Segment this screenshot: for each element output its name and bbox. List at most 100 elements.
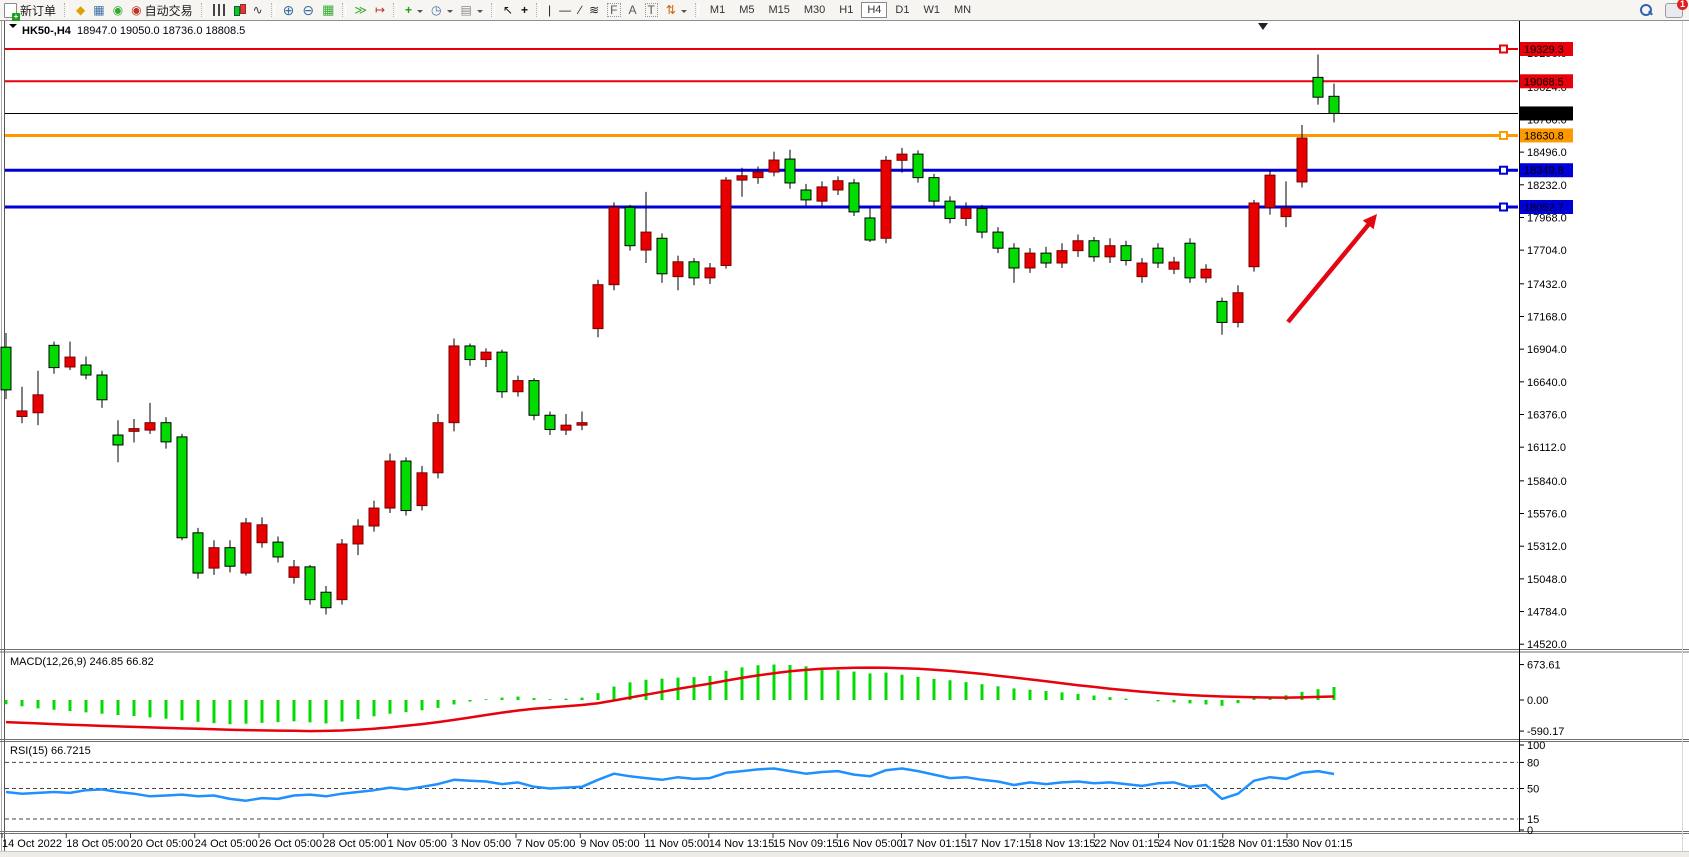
timeframe-M1[interactable]: M1 (709, 4, 726, 16)
text-label-icon: T (644, 3, 658, 17)
price-badge-text: 18349.8 (1524, 165, 1564, 177)
time-tick-label: 24 Oct 05:00 (195, 838, 258, 850)
zoom-in-button[interactable]: ⊕ (280, 1, 298, 19)
candle (464, 345, 476, 361)
level-marker-18052.7[interactable] (1499, 202, 1508, 212)
macd-axis-label: 0.00 (1527, 695, 1548, 707)
metaeditor-button[interactable]: ◆ (73, 1, 88, 19)
templates-button[interactable]: ▤ (458, 1, 486, 19)
data-window-button[interactable]: ▦ (90, 1, 107, 19)
notification-badge: 1 (1677, 0, 1688, 10)
line-chart-button[interactable]: ∿ (250, 1, 266, 19)
timeframe-H1[interactable]: H1 (839, 4, 854, 16)
cursor-button[interactable]: ↖ (500, 1, 516, 19)
price-tick-label: 17968.0 (1527, 212, 1567, 224)
timeframe-H4[interactable]: H4 (861, 2, 888, 18)
time-tick-label: 7 Nov 05:00 (516, 838, 575, 850)
level-marker-18630.8[interactable] (1499, 130, 1508, 140)
time-tick-label: 16 Nov 05:00 (837, 838, 902, 850)
candlestick-chart-button[interactable] (230, 1, 248, 19)
timeframe-W1[interactable]: W1 (923, 4, 940, 16)
price-axis[interactable]: 19296.019024.018760.018496.018232.017968… (1519, 48, 1567, 651)
trend-arrow-annotation[interactable] (1286, 214, 1377, 324)
trendline-button[interactable]: ∕ (576, 1, 584, 19)
horizontal-line-button[interactable]: — (556, 1, 574, 19)
autotrading-button[interactable]: ◉ 自动交易 (128, 1, 196, 19)
timeframe-M15[interactable]: M15 (768, 4, 790, 16)
level-marker-19329.3[interactable] (1499, 44, 1508, 54)
time-tick-label: 18 Oct 05:00 (66, 838, 129, 850)
candle (944, 200, 956, 219)
equidistant-channel-button[interactable]: ≋ (586, 1, 602, 19)
template-icon: ▤ (460, 3, 472, 17)
sounds-button[interactable]: ◉ (110, 1, 126, 19)
new-order-label: 新订单 (20, 3, 57, 18)
candle (1200, 268, 1212, 279)
bar-chart-button[interactable] (210, 1, 228, 19)
time-tick-label: 28 Nov 01:15 (1223, 838, 1288, 850)
time-tick-label: 1 Nov 05:00 (388, 838, 447, 850)
timeframe-group: M1 M5 M15 M30 H1 H4 D1 W1 MN (703, 2, 978, 18)
chart-shift-icon: ↦ (374, 3, 386, 17)
timeframe-M5[interactable]: M5 (739, 4, 755, 16)
search-button[interactable] (1636, 1, 1656, 19)
auto-scroll-button[interactable]: ≫ (351, 1, 370, 19)
time-tick-label: 20 Oct 05:00 (131, 838, 194, 850)
text-label-button[interactable]: T (642, 1, 661, 19)
candle (592, 284, 604, 330)
candle (1056, 250, 1068, 264)
new-order-button[interactable]: + 新订单 (1, 1, 59, 21)
toolbar-separator (535, 3, 540, 17)
level-marker-18349.8[interactable] (1499, 165, 1508, 175)
candle (1168, 261, 1180, 270)
timeframe-D1[interactable]: D1 (895, 4, 910, 16)
candle (1296, 137, 1308, 183)
candle (480, 351, 492, 361)
candle (336, 543, 348, 601)
one-click-trading-toggle[interactable] (9, 24, 17, 32)
candle (240, 522, 252, 574)
timeframe-M30[interactable]: M30 (803, 4, 826, 16)
tile-windows-button[interactable]: ▦ (319, 1, 337, 19)
periods-button[interactable]: ◷ (428, 1, 455, 19)
auto-scroll-icon: ≫ (354, 3, 367, 17)
rsi-current-value: 66.7215 (50, 745, 91, 757)
macd-histogram (4, 664, 1336, 725)
candle (880, 159, 892, 239)
vertical-line-button[interactable]: | (545, 1, 554, 19)
time-axis[interactable]: 14 Oct 2022 18 Oct 05:00 20 Oct 05:00 24 Oc… (1, 833, 1352, 850)
chart-shift-marker-icon[interactable] (1258, 23, 1268, 30)
candle (320, 591, 332, 609)
signal-icon: ◉ (112, 3, 124, 17)
time-tick-label: 9 Nov 05:00 (580, 838, 639, 850)
horizontal-line-icon: — (559, 3, 572, 17)
candle (64, 356, 76, 368)
price-badge-text: 19068.5 (1524, 76, 1564, 88)
price-badge-19068.5 (1520, 74, 1573, 89)
candle (96, 374, 108, 401)
candle (640, 231, 652, 251)
arrows-button[interactable]: ⇅ (663, 1, 690, 19)
rsi-axis-label: 15 (1527, 814, 1539, 826)
candle (544, 414, 556, 430)
zoom-out-button[interactable]: ⊖ (299, 1, 317, 19)
add-indicator-button[interactable]: + (402, 1, 426, 19)
arrows-icon: ⇅ (665, 3, 676, 17)
price-badge-text: 18630.8 (1524, 130, 1564, 142)
rsi-axis-label: 80 (1527, 757, 1539, 769)
chevron-down-icon (417, 9, 424, 16)
macd-signal-line (5, 666, 1335, 733)
rsi-axis-label: 50 (1527, 784, 1539, 796)
fibonacci-button[interactable]: F (604, 1, 623, 19)
text-button[interactable]: A (626, 1, 640, 19)
time-tick-label: 14 Nov 13:15 (709, 838, 774, 850)
candle (256, 524, 268, 544)
timeframe-MN[interactable]: MN (953, 4, 972, 16)
data-window-icon: ▦ (93, 3, 105, 17)
notifications-button[interactable]: 1 (1665, 0, 1688, 18)
price-tick-label: 17704.0 (1527, 245, 1567, 257)
candle (1152, 247, 1164, 264)
chart-shift-button[interactable]: ↦ (372, 1, 388, 19)
crosshair-button[interactable]: + (518, 1, 531, 19)
candle (192, 532, 204, 574)
